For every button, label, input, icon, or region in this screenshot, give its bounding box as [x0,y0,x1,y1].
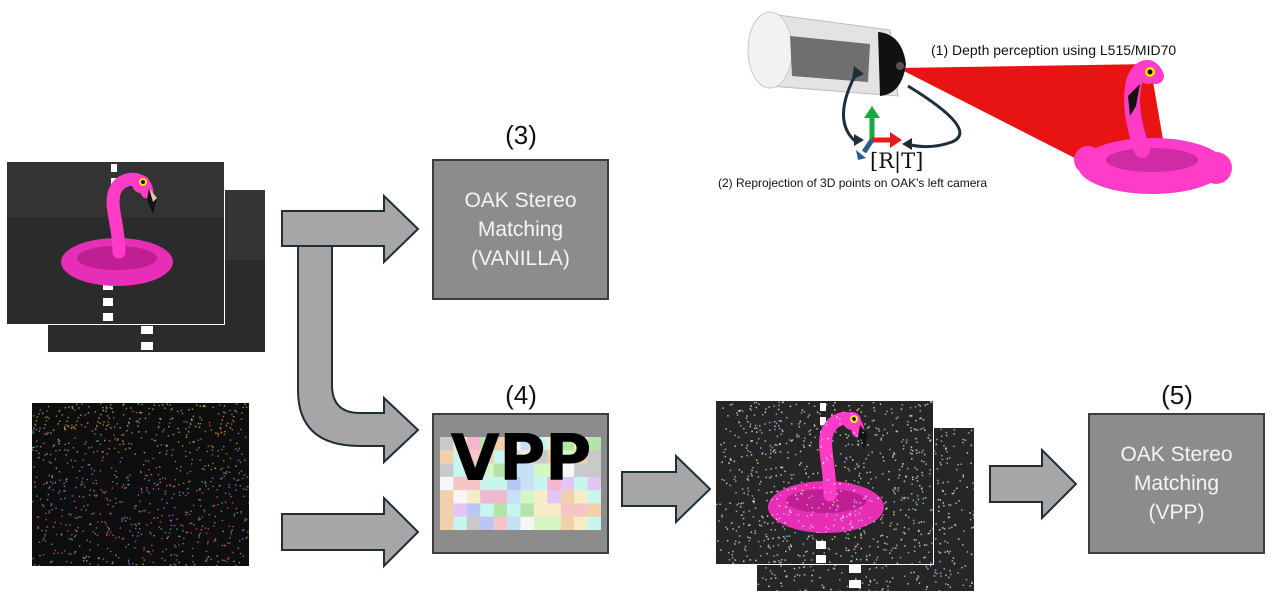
step-3-label: (3) [505,120,537,150]
reprojection-caption: (2) Reprojection of 3D points on OAK's l… [718,176,988,190]
step-5-label: (5) [1161,380,1193,410]
oak-stereo-vpp-label: OAK Stereo Matching (VPP) [1120,443,1233,524]
flamingo-icon [1074,60,1232,194]
transform-label: [R|T] [870,149,924,173]
reprojection-curve-left [842,69,860,144]
arrow-bend-to-vpp [297,245,420,465]
coordinate-axes-icon [856,106,902,160]
oak-stereo-vanilla-box: OAK Stereo Matching (VANILLA) [432,159,609,300]
oak-stereo-vpp-box: OAK Stereo Matching (VPP) [1088,413,1265,554]
depth-sensor-scene [747,11,1232,194]
vpp-box: VPP [432,413,609,554]
stereo-left-image [6,161,225,325]
reprojection-curve-right [905,84,962,149]
flamingo-icon [61,172,173,286]
arrow-image-to-oak [989,447,1078,521]
depth-sensor-icon [747,11,906,97]
step-4-label: (4) [505,380,537,410]
depth-perception-caption: (1) Depth perception using L515/MID70 [931,42,1177,58]
vpp-title: VPP [450,422,591,496]
arrow-sparse-to-vpp [281,495,420,569]
arrow-vpp-to-image [621,453,712,525]
oak-stereo-vanilla-label: OAK Stereo Matching (VANILLA) [464,189,577,270]
sparse-depth-image [32,403,249,566]
patterned-left-image [715,400,934,565]
vpp-checkerboard: VPP [440,422,601,530]
